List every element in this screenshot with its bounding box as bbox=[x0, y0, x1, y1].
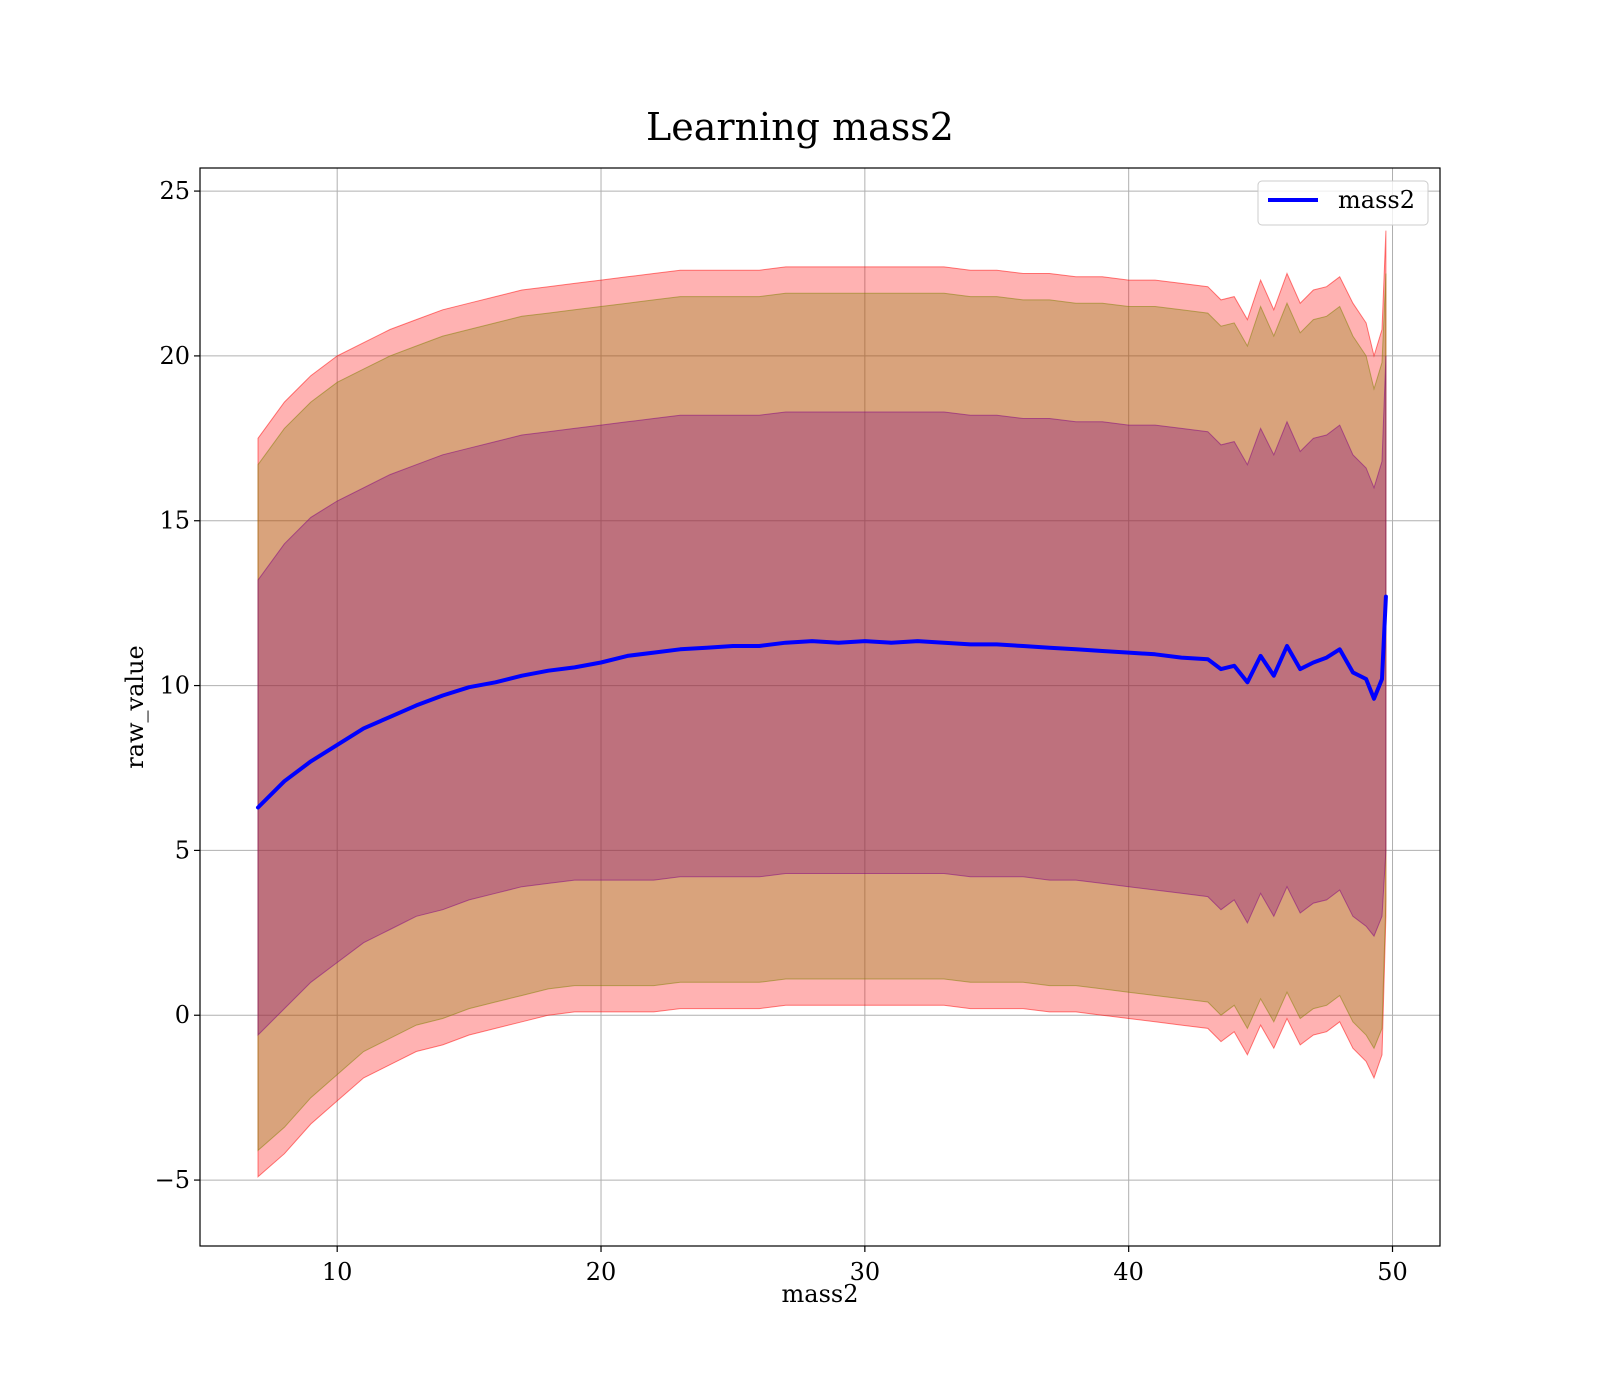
legend-box bbox=[1257, 180, 1429, 226]
y-axis-ticks: −5 0 5 10 15 20 25 bbox=[155, 177, 200, 1194]
band-1 bbox=[257, 273, 1387, 1152]
legend-entry-mass2: mass2 bbox=[1338, 186, 1415, 214]
x-axis-label: mass2 bbox=[782, 1280, 859, 1308]
x-tick-label: 20 bbox=[586, 1258, 617, 1286]
x-tick-label: 30 bbox=[850, 1258, 881, 1286]
series-lines bbox=[256, 594, 1388, 810]
y-tick-label: 15 bbox=[159, 507, 190, 535]
x-tick-label: 10 bbox=[322, 1258, 353, 1286]
plot-area-frame bbox=[199, 167, 1441, 1247]
series-line-mass2 bbox=[256, 594, 1388, 810]
x-tick-label: 40 bbox=[1113, 1258, 1144, 1286]
y-tick-label: 5 bbox=[175, 836, 190, 864]
grid-lines bbox=[200, 168, 1440, 1246]
x-tick-label: 50 bbox=[1377, 1258, 1408, 1286]
y-tick-label: 20 bbox=[159, 342, 190, 370]
y-tick-label: 10 bbox=[159, 672, 190, 700]
x-axis-ticks: 10 20 30 40 50 bbox=[322, 1246, 1408, 1286]
legend: mass2 bbox=[1257, 180, 1429, 226]
confidence-bands bbox=[257, 230, 1387, 1178]
y-tick-label: 0 bbox=[175, 1001, 190, 1029]
y-axis-label: raw_value bbox=[121, 645, 149, 769]
band-2 bbox=[257, 355, 1387, 1037]
chart-title: Learning mass2 bbox=[646, 105, 954, 149]
y-tick-label: −5 bbox=[155, 1166, 190, 1194]
y-tick-label: 25 bbox=[159, 177, 190, 205]
